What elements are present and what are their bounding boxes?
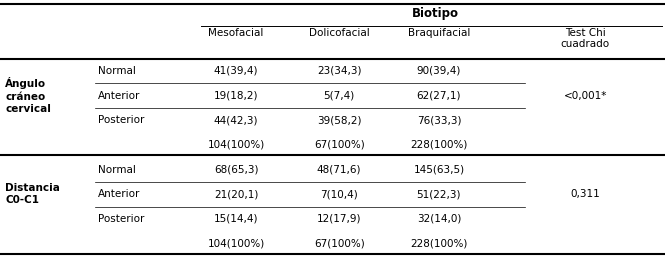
Text: Biotipo: Biotipo (412, 7, 458, 20)
Text: 67(100%): 67(100%) (314, 140, 364, 150)
Text: 19(18,2): 19(18,2) (214, 91, 258, 100)
Text: 44(42,3): 44(42,3) (214, 115, 258, 125)
Text: Anterior: Anterior (98, 189, 141, 199)
Text: 21(20,1): 21(20,1) (214, 189, 258, 199)
Text: 68(65,3): 68(65,3) (214, 165, 258, 174)
Text: Anterior: Anterior (98, 91, 141, 100)
Text: Ángulo
cráneo
cervical: Ángulo cráneo cervical (5, 77, 51, 114)
Text: 0,311: 0,311 (571, 189, 600, 199)
Text: 90(39,4): 90(39,4) (417, 66, 461, 76)
Text: 39(58,2): 39(58,2) (317, 115, 361, 125)
Text: 32(14,0): 32(14,0) (417, 214, 461, 224)
Text: 67(100%): 67(100%) (314, 239, 364, 248)
Text: Posterior: Posterior (98, 214, 145, 224)
Text: Distancia
C0-C1: Distancia C0-C1 (5, 183, 61, 205)
Text: Normal: Normal (98, 165, 136, 174)
Text: 228(100%): 228(100%) (410, 140, 467, 150)
Text: 228(100%): 228(100%) (410, 239, 467, 248)
Text: Test Chi
cuadrado: Test Chi cuadrado (561, 28, 610, 49)
Text: 62(27,1): 62(27,1) (417, 91, 461, 100)
Text: 7(10,4): 7(10,4) (321, 189, 358, 199)
Text: <0,001*: <0,001* (563, 91, 607, 100)
Text: 41(39,4): 41(39,4) (214, 66, 258, 76)
Text: 104(100%): 104(100%) (207, 239, 265, 248)
Text: 12(17,9): 12(17,9) (317, 214, 361, 224)
Text: Normal: Normal (98, 66, 136, 76)
Text: 15(14,4): 15(14,4) (214, 214, 258, 224)
Text: Braquifacial: Braquifacial (408, 28, 470, 38)
Text: 5(7,4): 5(7,4) (324, 91, 354, 100)
Text: 23(34,3): 23(34,3) (317, 66, 361, 76)
Text: Mesofacial: Mesofacial (208, 28, 264, 38)
Text: 48(71,6): 48(71,6) (317, 165, 361, 174)
Text: 145(63,5): 145(63,5) (414, 165, 464, 174)
Text: 51(22,3): 51(22,3) (417, 189, 461, 199)
Text: Posterior: Posterior (98, 115, 145, 125)
Text: Dolicofacial: Dolicofacial (309, 28, 370, 38)
Text: 76(33,3): 76(33,3) (417, 115, 461, 125)
Text: 104(100%): 104(100%) (207, 140, 265, 150)
